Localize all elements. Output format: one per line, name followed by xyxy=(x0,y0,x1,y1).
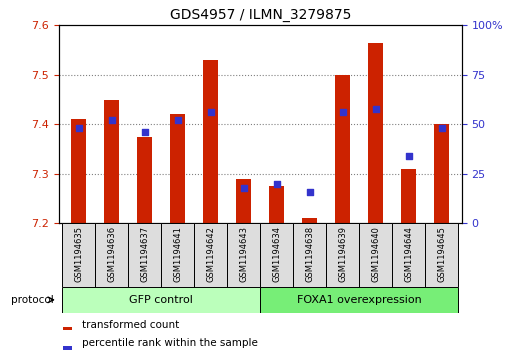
Bar xyxy=(71,119,86,223)
Text: GSM1194641: GSM1194641 xyxy=(173,226,182,282)
Text: GSM1194645: GSM1194645 xyxy=(438,226,446,282)
Text: GSM1194636: GSM1194636 xyxy=(107,226,116,282)
Bar xyxy=(194,223,227,287)
Bar xyxy=(368,43,383,223)
Text: GSM1194643: GSM1194643 xyxy=(240,226,248,282)
Point xyxy=(405,153,413,159)
Bar xyxy=(336,75,350,223)
Text: GSM1194642: GSM1194642 xyxy=(206,226,215,282)
Bar xyxy=(128,223,161,287)
Point xyxy=(240,185,248,191)
Bar xyxy=(261,223,293,287)
Point xyxy=(372,106,380,111)
Bar xyxy=(204,60,218,223)
Bar xyxy=(326,223,360,287)
Text: percentile rank within the sample: percentile rank within the sample xyxy=(82,338,258,348)
Bar xyxy=(161,223,194,287)
Bar xyxy=(62,287,261,313)
Text: GSM1194634: GSM1194634 xyxy=(272,226,281,282)
Text: FOXA1 overexpression: FOXA1 overexpression xyxy=(297,295,422,305)
Text: GSM1194637: GSM1194637 xyxy=(141,226,149,282)
Text: GFP control: GFP control xyxy=(129,295,193,305)
Point xyxy=(75,125,83,131)
Bar xyxy=(293,223,326,287)
Bar xyxy=(95,223,128,287)
Title: GDS4957 / ILMN_3279875: GDS4957 / ILMN_3279875 xyxy=(170,8,351,22)
Bar xyxy=(360,223,392,287)
Text: GSM1194638: GSM1194638 xyxy=(305,226,314,282)
Point xyxy=(438,125,446,131)
Point xyxy=(339,110,347,115)
Bar xyxy=(269,186,284,223)
Bar xyxy=(63,327,72,330)
Bar xyxy=(63,346,72,350)
Point xyxy=(141,129,149,135)
Bar xyxy=(425,223,459,287)
Text: GSM1194640: GSM1194640 xyxy=(371,226,380,282)
Point xyxy=(273,181,281,187)
Bar xyxy=(137,137,152,223)
Text: GSM1194635: GSM1194635 xyxy=(74,226,83,282)
Bar xyxy=(236,179,251,223)
Text: protocol: protocol xyxy=(11,295,54,305)
Text: GSM1194639: GSM1194639 xyxy=(339,226,347,282)
Bar xyxy=(261,287,459,313)
Point xyxy=(174,118,182,123)
Bar xyxy=(104,99,119,223)
Bar xyxy=(402,169,417,223)
Bar xyxy=(303,218,317,223)
Text: transformed count: transformed count xyxy=(82,319,180,330)
Bar xyxy=(62,223,95,287)
Bar xyxy=(392,223,425,287)
Point xyxy=(207,110,215,115)
Text: GSM1194644: GSM1194644 xyxy=(404,226,413,282)
Bar xyxy=(170,114,185,223)
Point xyxy=(108,118,116,123)
Bar xyxy=(435,124,449,223)
Bar xyxy=(227,223,261,287)
Point xyxy=(306,189,314,195)
